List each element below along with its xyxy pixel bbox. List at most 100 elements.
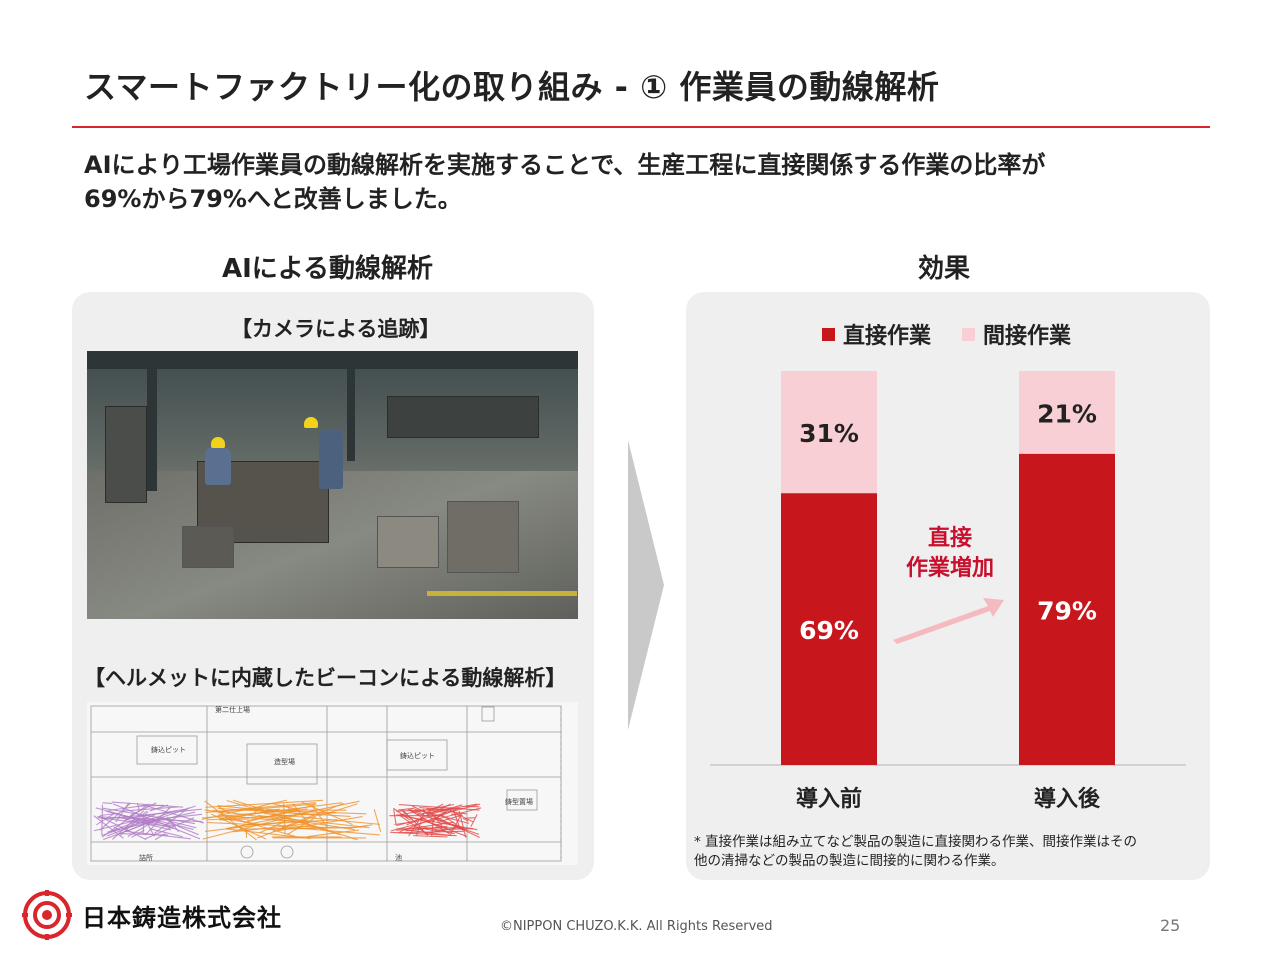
photo-ceiling: [87, 351, 578, 369]
map-label: 鋳型置場: [505, 797, 533, 806]
photo-worker: [319, 429, 343, 489]
beacon-trail-line: [113, 826, 120, 831]
increase-annotation-line-1: 直接: [927, 526, 972, 551]
beacon-trail-line: [138, 811, 149, 822]
map-label: 鋳込ピット: [400, 751, 435, 760]
beacon-analysis-label: 【ヘルメットに内蔵したビーコンによる動線解析】: [84, 666, 567, 690]
beacon-trail-line: [219, 818, 249, 821]
beacon-trail-line: [204, 800, 257, 841]
beacon-trail-line: [398, 807, 415, 811]
beacon-trail-line: [102, 802, 113, 804]
beacon-trail-line: [431, 817, 434, 837]
beacon-trail-line: [398, 803, 480, 811]
beacon-trail-line: [398, 830, 464, 834]
beacon-trail-line: [149, 828, 183, 838]
increase-annotation-line-2: 作業増加: [905, 556, 994, 581]
photo-crate: [447, 501, 519, 573]
beacon-trail-line: [311, 805, 329, 829]
beacon-trail-line: [154, 833, 166, 841]
beacon-trail-line: [429, 809, 447, 814]
beacon-trail-line: [150, 818, 194, 830]
beacon-trail-line: [243, 804, 316, 824]
beacon-trail-line: [396, 814, 478, 831]
photo-crate: [377, 516, 439, 568]
beacon-trail-line: [226, 799, 341, 836]
increase-annotation: 直接 作業増加: [890, 524, 1010, 584]
beacon-trail-line: [465, 817, 475, 819]
beacon-trail-line: [272, 816, 363, 833]
beacon-trail-line: [462, 817, 469, 822]
left-section-heading: AIによる動線解析: [222, 254, 434, 284]
beacon-trail-line: [402, 809, 429, 836]
map-label: 第二仕上場: [215, 705, 250, 714]
beacon-trail-line: [400, 813, 449, 829]
beacon-trail-line: [390, 831, 457, 837]
beacon-trail-line: [407, 808, 450, 835]
footnote-line-2: 他の清掃などの製品の製造に間接的に関わる作業。: [694, 853, 1005, 869]
beacon-trail-line: [144, 805, 196, 824]
beacon-trail-line: [393, 809, 397, 825]
beacon-trail-line: [431, 806, 452, 823]
chevron-right-icon: [628, 440, 664, 730]
subtitle-line-2: 69%から79%へと改善しました。: [84, 185, 462, 213]
beacon-trail-line: [100, 812, 120, 817]
beacon-trail-line: [110, 814, 156, 832]
beacon-trail-line: [132, 808, 188, 819]
copyright-text: ©NIPPON CHUZO.K.K. All Rights Reserved: [500, 919, 773, 934]
beacon-trail-line: [101, 804, 103, 836]
beacon-trail-line: [431, 804, 463, 815]
legend-item-direct: 直接作業: [822, 318, 931, 350]
page-subtitle: AIにより工場作業員の動線解析を実施することで、生産工程に直接関係する作業の比率…: [84, 148, 1204, 216]
beacon-trail-line: [207, 822, 333, 829]
photo-floor-marking: [427, 591, 577, 596]
beacon-trail-line: [177, 825, 199, 836]
map-label: 造型場: [274, 757, 295, 766]
page-number: 25: [1160, 916, 1181, 935]
beacon-trail-line: [204, 809, 225, 814]
legend-label-indirect: 間接作業: [983, 324, 1072, 349]
beacon-trail-line: [221, 802, 343, 819]
camera-tracking-label: 【カメラによる追跡】: [231, 317, 441, 341]
beacon-trail-line: [93, 817, 148, 832]
beacon-trail-line: [272, 803, 299, 811]
beacon-trail-line: [424, 803, 444, 814]
beacon-trail-line: [414, 808, 470, 824]
beacon-trail-line: [167, 807, 171, 809]
company-emblem-icon: [22, 890, 72, 940]
right-section-heading: 効果: [918, 254, 971, 284]
subtitle-line-1: AIにより工場作業員の動線解析を実施することで、生産工程に直接関係する作業の比率…: [84, 151, 1046, 179]
photo-machine: [105, 406, 147, 503]
beacon-trail-line: [205, 799, 324, 808]
beacon-trail-line: [127, 816, 162, 837]
beacon-trail-line: [420, 825, 455, 835]
photo-helmet: [304, 417, 318, 428]
beacon-trail-line: [470, 814, 478, 827]
photo-helmet: [211, 437, 225, 448]
company-logo: 日本鋳造株式会社: [22, 890, 282, 940]
title-divider: [72, 126, 1210, 128]
map-label: 鋳込ピット: [151, 745, 186, 754]
beacon-trail-line: [138, 804, 165, 807]
photo-pillar: [147, 351, 157, 491]
page-title: スマートファクトリー化の取り組み - ① 作業員の動線解析: [84, 68, 940, 106]
beacon-trail-line: [413, 835, 448, 838]
beacon-trail-line: [98, 815, 147, 841]
map-label: 池: [395, 853, 402, 862]
beacon-trail-line: [142, 816, 156, 837]
beacon-trail-line: [111, 801, 184, 808]
beacon-trail-line: [373, 809, 382, 833]
legend-item-indirect: 間接作業: [962, 318, 1071, 350]
company-name: 日本鋳造株式会社: [82, 903, 282, 932]
beacon-trail-line: [398, 814, 429, 836]
legend-swatch-direct: [822, 327, 835, 341]
beacon-trail-line: [102, 807, 196, 825]
beacon-trail-line: [247, 809, 367, 815]
beacon-trail-line: [440, 809, 467, 815]
beacon-trail-line: [123, 815, 175, 827]
photo-pillar: [347, 351, 355, 461]
beacon-trail-line: [299, 820, 355, 831]
beacon-trail-line: [205, 821, 285, 832]
photo-wheelbarrow: [182, 526, 234, 568]
beacon-trail-line: [106, 817, 154, 837]
floor-map-drawing: 第二仕上場 鋳込ピット 造型場 鋳込ピット 鋳型置場 詰所 池: [90, 705, 562, 862]
